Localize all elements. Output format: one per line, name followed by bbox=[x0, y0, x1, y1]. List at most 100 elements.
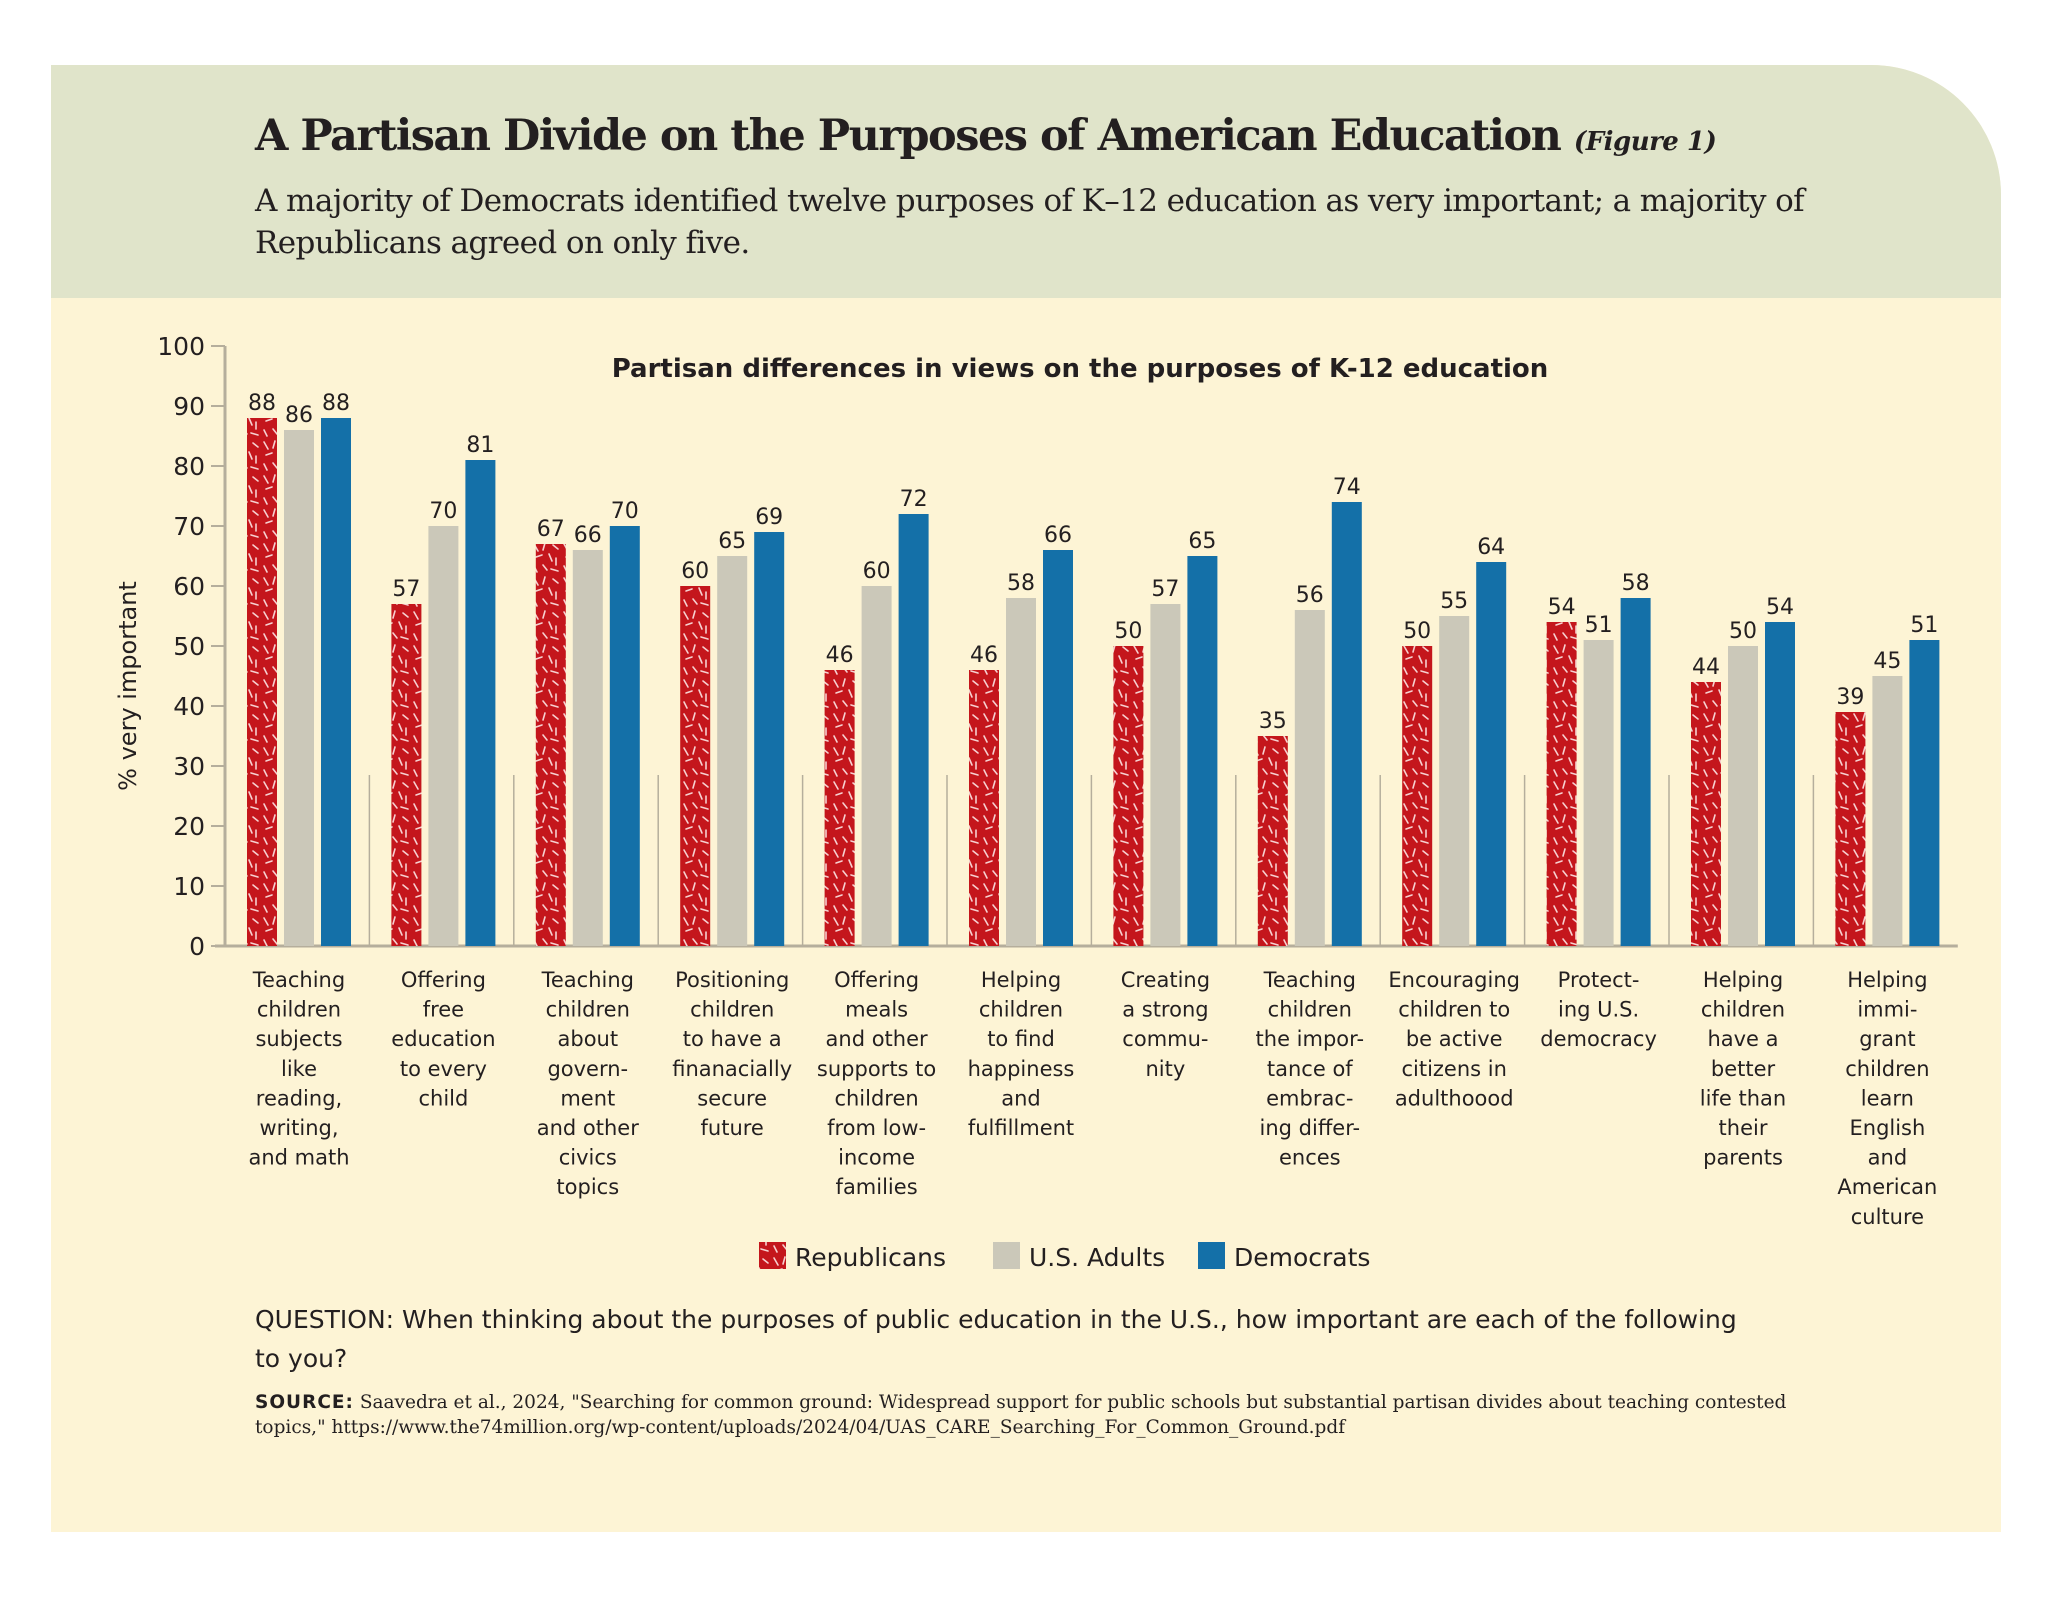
y-tick-label: 0 bbox=[189, 932, 205, 961]
bar-u-s-adults bbox=[1006, 598, 1036, 946]
category-label-line: Teaching bbox=[1263, 968, 1356, 992]
bar-u-s-adults bbox=[1728, 646, 1758, 946]
source-text: Saavedra et al., 2024, "Searching for co… bbox=[255, 1392, 1787, 1438]
category-label-line: Offering bbox=[401, 968, 486, 992]
data-label: 44 bbox=[1692, 655, 1720, 680]
bar-republicans bbox=[1257, 736, 1288, 946]
category-label-line: better bbox=[1711, 1057, 1776, 1081]
category-label-line: children bbox=[690, 998, 774, 1022]
bar-republicans bbox=[535, 544, 566, 946]
survey-question: QUESTION: When thinking about the purpos… bbox=[255, 1305, 1737, 1373]
bar-republicans bbox=[391, 604, 422, 946]
category-label-line: finanacially bbox=[672, 1057, 792, 1081]
bar-democrats bbox=[465, 460, 496, 946]
bar-u-s-adults bbox=[572, 550, 603, 946]
category-label-line: be active bbox=[1406, 1027, 1503, 1051]
y-tick-label: 90 bbox=[173, 392, 205, 421]
data-label: 39 bbox=[1836, 685, 1864, 710]
category-label-line: ing U.S. bbox=[1558, 998, 1639, 1022]
bar-u-s-adults bbox=[1872, 676, 1903, 946]
category-label-line: topics bbox=[556, 1175, 619, 1199]
category-label-line: fulfillment bbox=[968, 1116, 1074, 1140]
category-label-line: American bbox=[1837, 1175, 1937, 1199]
bar-u-s-adults bbox=[861, 586, 892, 946]
bar-democrats bbox=[609, 526, 640, 946]
category-label: Offering free education to every child bbox=[391, 968, 495, 1110]
data-label: 72 bbox=[900, 487, 928, 512]
category-label-line: embrac- bbox=[1266, 1086, 1353, 1110]
data-label: 58 bbox=[1007, 571, 1035, 596]
category-label-line: to find bbox=[987, 1027, 1055, 1051]
data-label: 55 bbox=[1440, 589, 1468, 614]
bar-democrats bbox=[1909, 640, 1940, 946]
figure-header: A Partisan Divide on the Purposes of Ame… bbox=[51, 65, 2001, 298]
y-tick-label: 20 bbox=[173, 812, 205, 841]
bar-republicans bbox=[1835, 712, 1866, 946]
data-label: 50 bbox=[1403, 619, 1431, 644]
category-label-line: and other bbox=[826, 1027, 928, 1051]
category-label-line: Positioning bbox=[675, 968, 789, 992]
data-label: 45 bbox=[1873, 649, 1901, 674]
data-label: 66 bbox=[1044, 523, 1072, 548]
legend-swatch bbox=[1198, 1242, 1225, 1269]
category-label-line: Offering bbox=[834, 968, 919, 992]
data-label: 50 bbox=[1729, 619, 1757, 644]
data-label: 66 bbox=[574, 523, 602, 548]
category-label-line: citizens in bbox=[1401, 1057, 1506, 1081]
category-label-line: Protect- bbox=[1558, 968, 1640, 992]
bar-chart: Partisan differences in views on the pur… bbox=[114, 332, 1958, 1272]
category-label-line: Teaching bbox=[252, 968, 345, 992]
category-label: Positioning children to have a finanacially… bbox=[672, 968, 792, 1140]
data-label: 51 bbox=[1910, 613, 1938, 638]
bar-democrats bbox=[898, 514, 929, 946]
bar-democrats bbox=[754, 532, 785, 946]
category-label-line: and bbox=[1868, 1146, 1908, 1170]
category-label-line: learn bbox=[1861, 1086, 1914, 1110]
y-tick-label: 30 bbox=[173, 752, 205, 781]
category-label-line: children bbox=[1701, 998, 1785, 1022]
category-label-line: children bbox=[1845, 1057, 1929, 1081]
category-label-line: subjects bbox=[255, 1027, 342, 1051]
data-label: 54 bbox=[1548, 595, 1576, 620]
category-label-line: grant bbox=[1859, 1027, 1915, 1051]
bar-republicans bbox=[1546, 622, 1577, 946]
bar-u-s-adults bbox=[1583, 640, 1614, 946]
category-label-line: Helping bbox=[981, 968, 1061, 992]
bar-republicans bbox=[247, 418, 277, 946]
category-label: Protect-ing U.S. democracy bbox=[1540, 968, 1657, 1051]
category-label-line: ment bbox=[560, 1086, 615, 1110]
y-axis-label: % very important bbox=[114, 581, 142, 791]
title-text: A Partisan Divide on the Purposes of Ame… bbox=[255, 111, 1562, 161]
bar-u-s-adults bbox=[1294, 610, 1325, 946]
data-label: 57 bbox=[392, 577, 420, 602]
bar-republicans bbox=[1691, 682, 1721, 946]
legend-swatch bbox=[993, 1242, 1020, 1269]
data-label: 60 bbox=[681, 559, 709, 584]
legend-label: Republicans bbox=[795, 1243, 946, 1272]
category-label-line: free bbox=[423, 998, 464, 1022]
category-label-line: democracy bbox=[1540, 1027, 1657, 1051]
category-label-line: children bbox=[546, 998, 630, 1022]
bar-republicans bbox=[1113, 646, 1144, 946]
category-label: Helping immi-grant children learn English and… bbox=[1837, 968, 1937, 1229]
category-label-line: ences bbox=[1279, 1146, 1341, 1170]
y-tick-label: 50 bbox=[173, 632, 205, 661]
bar-u-s-adults bbox=[717, 556, 748, 946]
data-label: 46 bbox=[970, 643, 998, 668]
bar-republicans bbox=[969, 670, 999, 946]
bar-democrats bbox=[1765, 622, 1795, 946]
data-label: 88 bbox=[248, 391, 276, 416]
data-label: 74 bbox=[1333, 475, 1361, 500]
category-label-line: their bbox=[1719, 1116, 1768, 1140]
category-label-line: the impor- bbox=[1256, 1027, 1364, 1051]
figure-panel: A Partisan Divide on the Purposes of Ame… bbox=[51, 65, 2001, 1532]
data-label: 46 bbox=[826, 643, 854, 668]
data-label: 60 bbox=[863, 559, 891, 584]
legend-label: U.S. Adults bbox=[1029, 1243, 1165, 1272]
category-label-line: and bbox=[1001, 1086, 1041, 1110]
category-label: Helping children have a better life than thei… bbox=[1700, 968, 1786, 1170]
figure-title: A Partisan Divide on the Purposes of Ame… bbox=[255, 111, 1717, 161]
category-label-line: children bbox=[979, 998, 1063, 1022]
category-label-line: families bbox=[836, 1175, 918, 1199]
category-label-line: about bbox=[558, 1027, 619, 1051]
